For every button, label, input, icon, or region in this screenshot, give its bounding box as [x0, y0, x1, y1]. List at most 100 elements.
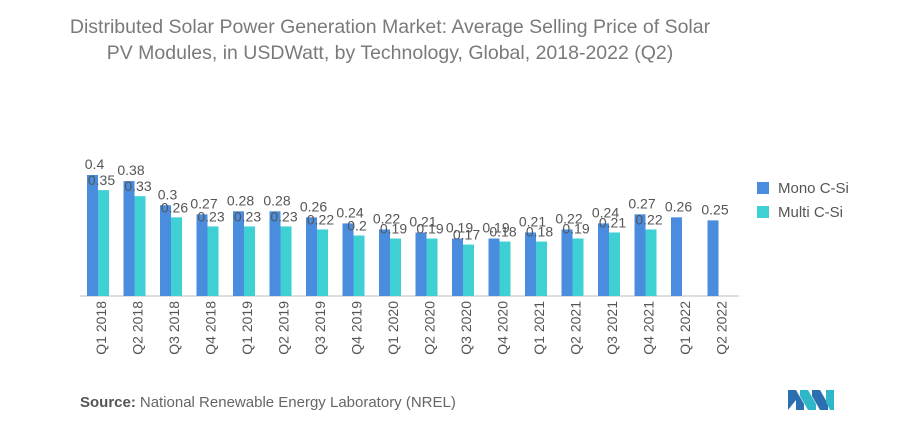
data-label-mono-c-si: 0.22: [555, 210, 582, 226]
bar-mono-c-si: [233, 211, 244, 296]
bar-mono-c-si: [707, 220, 719, 296]
data-label-mono-c-si: 0.28: [263, 192, 290, 208]
mordor-intelligence-logo-icon: [788, 386, 834, 415]
chart-title-line-2: PV Modules, in USDWatt, by Technology, G…: [106, 42, 674, 64]
x-axis-tick-label: Q1 2020: [385, 301, 401, 355]
data-label-multi-c-si: 0.17: [453, 227, 480, 243]
bar-mono-c-si: [415, 232, 427, 296]
data-label-mono-c-si: 0.27: [190, 195, 217, 211]
x-axis-tick-label: Q1 2019: [239, 301, 255, 355]
data-label-multi-c-si: 0.18: [526, 224, 553, 240]
data-label-multi-c-si: 0.2: [347, 218, 367, 234]
legend-label-mono: Mono C-Si: [778, 179, 849, 197]
bar-mono-c-si: [196, 214, 208, 296]
x-axis-tick-label: Q1 2022: [677, 301, 693, 355]
bar-multi-c-si: [244, 226, 255, 296]
bar-mono-c-si: [634, 214, 646, 296]
x-axis-tick-label: Q4 2021: [641, 301, 657, 355]
data-label-mono-c-si: 0.28: [227, 192, 254, 208]
x-axis-tick-label: Q2 2019: [276, 301, 292, 355]
bar-mono-c-si: [598, 223, 609, 296]
bar-mono-c-si: [671, 217, 682, 296]
bar-mono-c-si: [525, 232, 536, 296]
bar-multi-c-si: [645, 229, 657, 296]
x-axis-tick-label: Q3 2021: [604, 301, 620, 355]
x-axis-tick-label: Q2 2020: [422, 301, 438, 355]
chart-title: Distributed Solar Power Generation Marke…: [40, 14, 740, 66]
bar-multi-c-si: [536, 241, 547, 296]
bar-mono-c-si: [269, 211, 281, 296]
x-axis-tick-label: Q2 2021: [568, 301, 584, 355]
legend-item-mono: Mono C-Si: [757, 176, 849, 200]
x-axis-tick-label: Q3 2019: [312, 301, 328, 355]
x-axis-tick-label: Q2 2018: [130, 301, 146, 355]
bar-multi-c-si: [390, 238, 401, 296]
bar-multi-c-si: [499, 241, 511, 296]
data-label-mono-c-si: 0.19: [446, 220, 473, 236]
x-axis-tick-label: Q1 2021: [531, 301, 547, 355]
legend-item-multi: Multi C-Si: [757, 200, 849, 224]
data-label-multi-c-si: 0.23: [270, 208, 297, 224]
data-label-mono-c-si: 0.38: [117, 162, 144, 178]
x-axis-tick-label: Q1 2018: [93, 301, 109, 355]
data-label-multi-c-si: 0.26: [161, 199, 188, 215]
data-label-multi-c-si: 0.22: [307, 211, 334, 227]
bar-multi-c-si: [207, 226, 219, 296]
source-label: Source:: [80, 394, 136, 411]
data-label-mono-c-si: 0.21: [409, 213, 436, 229]
x-axis-tick-label: Q4 2019: [349, 301, 365, 355]
data-label-mono-c-si: 0.26: [665, 198, 692, 214]
data-label-mono-c-si: 0.21: [519, 213, 546, 229]
data-label-multi-c-si: 0.33: [124, 178, 151, 194]
bar-multi-c-si: [134, 196, 146, 296]
bar-mono-c-si: [452, 238, 463, 296]
data-label-mono-c-si: 0.26: [300, 198, 327, 214]
data-label-mono-c-si: 0.3: [158, 186, 178, 202]
data-label-multi-c-si: 0.18: [489, 224, 516, 240]
data-label-mono-c-si: 0.22: [373, 210, 400, 226]
x-axis-tick-label: Q3 2020: [458, 301, 474, 355]
legend-swatch-mono: [757, 182, 769, 194]
bar-multi-c-si: [609, 232, 620, 296]
bar-mono-c-si: [342, 223, 354, 296]
data-label-mono-c-si: 0.24: [592, 204, 619, 220]
data-label-multi-c-si: 0.19: [416, 221, 443, 237]
bar-multi-c-si: [280, 226, 292, 296]
bar-multi-c-si: [317, 229, 328, 296]
legend-label-multi: Multi C-Si: [778, 203, 844, 221]
source-text: National Renewable Energy Laboratory (NR…: [139, 394, 456, 411]
chart-legend: Mono C-Si Multi C-Si: [757, 176, 849, 224]
bar-multi-c-si: [463, 244, 474, 296]
data-label-multi-c-si: 0.19: [380, 221, 407, 237]
bar-multi-c-si: [98, 190, 109, 296]
data-label-mono-c-si: 0.25: [701, 201, 728, 217]
bar-mono-c-si: [379, 229, 390, 296]
data-label-mono-c-si: 0.24: [336, 204, 363, 220]
bar-multi-c-si: [171, 217, 182, 296]
source-note: Source: National Renewable Energy Laborat…: [80, 394, 456, 411]
data-label-mono-c-si: 0.4: [85, 156, 105, 172]
data-label-multi-c-si: 0.23: [234, 208, 261, 224]
legend-swatch-multi: [757, 206, 769, 218]
x-axis-tick-label: Q2 2022: [714, 301, 730, 355]
bar-mono-c-si: [306, 217, 317, 296]
data-label-multi-c-si: 0.35: [88, 172, 115, 188]
data-label-multi-c-si: 0.22: [635, 211, 662, 227]
data-label-mono-c-si: 0.19: [482, 220, 509, 236]
bar-mono-c-si: [123, 181, 135, 296]
bar-multi-c-si: [426, 238, 438, 296]
chart-title-line-1: Distributed Solar Power Generation Marke…: [69, 16, 711, 38]
bar-mono-c-si: [561, 229, 573, 296]
bar-multi-c-si: [353, 235, 365, 296]
x-axis-tick-label: Q4 2020: [495, 301, 511, 355]
data-label-multi-c-si: 0.19: [562, 221, 589, 237]
bar-mono-c-si: [160, 205, 171, 296]
data-label-multi-c-si: 0.21: [599, 214, 626, 230]
x-axis-tick-label: Q3 2018: [166, 301, 182, 355]
data-label-mono-c-si: 0.27: [628, 195, 655, 211]
data-label-multi-c-si: 0.23: [197, 208, 224, 224]
x-axis-tick-label: Q4 2018: [203, 301, 219, 355]
bar-multi-c-si: [572, 238, 584, 296]
bar-mono-c-si: [87, 175, 98, 296]
